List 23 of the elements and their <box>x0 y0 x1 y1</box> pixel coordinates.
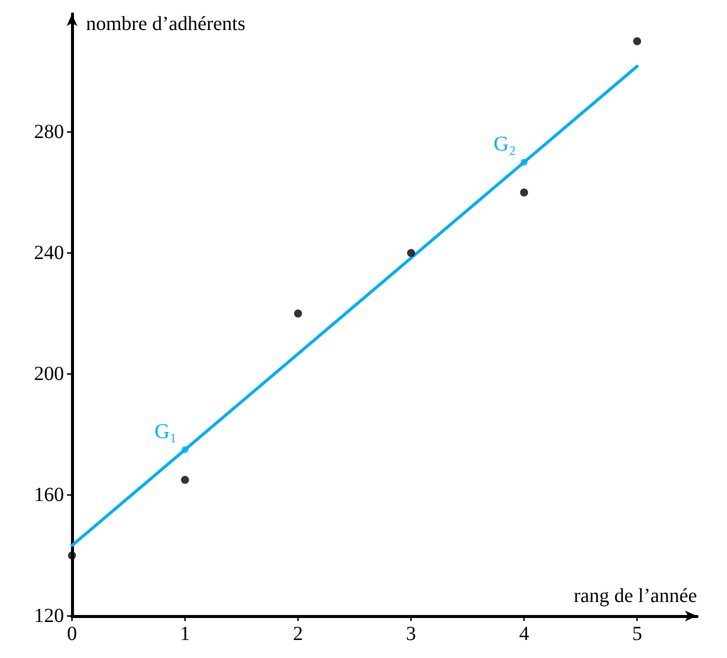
x-tick-label: 2 <box>293 623 304 645</box>
y-tick-label: 280 <box>34 120 64 143</box>
point <box>181 476 190 484</box>
x-tick-label: 3 <box>406 623 416 645</box>
annotation: G₂ <box>494 132 516 156</box>
point <box>520 188 528 196</box>
y-tick-label: 200 <box>34 362 64 385</box>
annotation: G₁ <box>154 419 178 444</box>
y-tick-label: 240 <box>34 242 64 264</box>
point <box>294 309 302 318</box>
x-tick-label: 5 <box>632 623 642 645</box>
point <box>520 158 528 166</box>
point <box>68 552 76 560</box>
point <box>407 248 416 257</box>
y-tick-label: 120 <box>34 605 64 627</box>
x-axis-title: rang de l’année <box>574 585 698 607</box>
y-axis-title: nombre d’adhérents <box>86 13 246 35</box>
x-tick-label: 0 <box>67 623 77 645</box>
x-tick-label: 4 <box>519 623 530 645</box>
point <box>182 446 189 454</box>
point <box>633 37 642 46</box>
x-tick-label: 1 <box>180 623 190 645</box>
y-tick-label: 160 <box>34 484 64 506</box>
